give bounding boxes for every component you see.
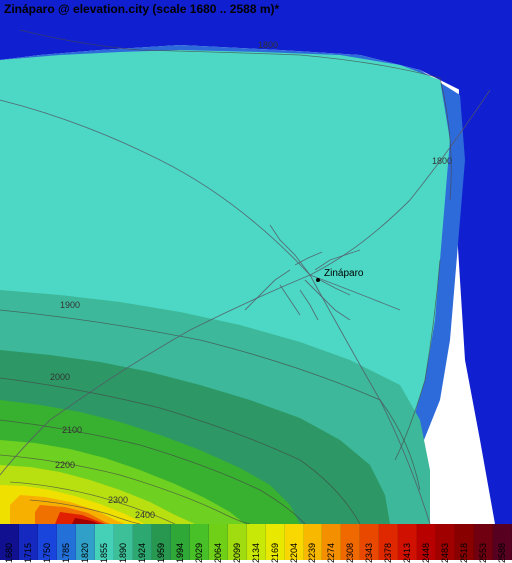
- legend-cell: 2308: [341, 524, 360, 560]
- legend-cell: 2274: [322, 524, 341, 560]
- contour-label: 2000: [50, 372, 70, 382]
- legend-cell: 2029: [190, 524, 209, 560]
- legend-cell: 1750: [38, 524, 57, 560]
- legend-cell: 1959: [152, 524, 171, 560]
- legend-cell: 1715: [19, 524, 38, 560]
- legend-cell: 2204: [285, 524, 304, 560]
- contour-label: 1800: [432, 156, 452, 166]
- legend-cell: 2588: [493, 524, 512, 560]
- legend-cell: 1785: [57, 524, 76, 560]
- legend-cell: 2483: [436, 524, 455, 560]
- city-marker: [316, 278, 320, 282]
- legend-cell: 2553: [474, 524, 493, 560]
- legend-cell: 2239: [304, 524, 323, 560]
- legend-cell: 2064: [209, 524, 228, 560]
- contour-label: 1800: [258, 40, 278, 50]
- legend-cell: 1855: [95, 524, 114, 560]
- elevation-map-container: Zináparo @ elevation.city (scale 1680 ..…: [0, 0, 512, 560]
- legend-cell: 2343: [360, 524, 379, 560]
- legend-cell: 2169: [266, 524, 285, 560]
- legend-cell: 2448: [417, 524, 436, 560]
- roads-layer: [0, 0, 512, 524]
- legend-cell: 1924: [133, 524, 152, 560]
- legend-cell: 1890: [114, 524, 133, 560]
- elevation-legend: 1680171517501785182018551890192419591994…: [0, 524, 512, 560]
- contour-label: 2300: [108, 495, 128, 505]
- city-label: Zináparo: [324, 268, 363, 279]
- legend-cell: 1680: [0, 524, 19, 560]
- legend-cell: 2518: [455, 524, 474, 560]
- contour-label: 1900: [60, 300, 80, 310]
- map-title: Zináparo @ elevation.city (scale 1680 ..…: [4, 2, 279, 16]
- legend-cell: 2099: [228, 524, 247, 560]
- contour-label: 2400: [135, 510, 155, 520]
- legend-cell: 2134: [247, 524, 266, 560]
- legend-cell: 2413: [398, 524, 417, 560]
- contour-label: 2100: [62, 425, 82, 435]
- contour-label: 2200: [55, 460, 75, 470]
- legend-cell: 1820: [76, 524, 95, 560]
- legend-cell: 2378: [379, 524, 398, 560]
- elevation-map: Zináparo 1800 1800 1900 2000 2100 2200 2300 240…: [0, 0, 512, 524]
- legend-cell: 1994: [171, 524, 190, 560]
